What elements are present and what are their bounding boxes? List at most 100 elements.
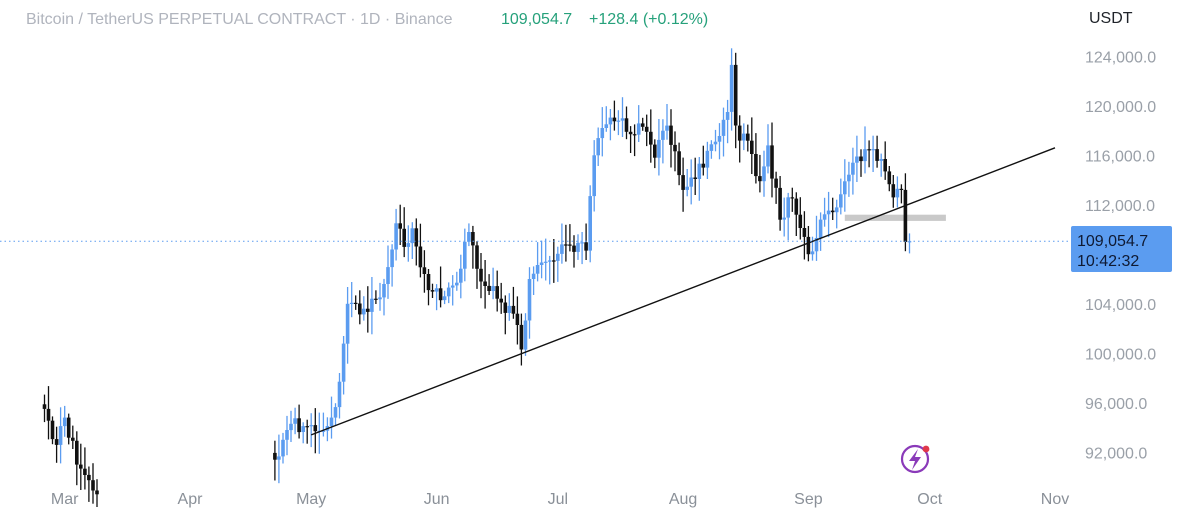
- candle-body: [430, 290, 435, 292]
- candle-body: [887, 171, 892, 185]
- price-change-text: +128.4 (+0.12%): [589, 11, 708, 28]
- candle-body: [778, 187, 782, 220]
- candle-body: [786, 197, 790, 218]
- candle-body: [87, 474, 91, 481]
- candle-body: [406, 243, 411, 247]
- candle-body: [608, 117, 613, 125]
- candle-body: [600, 128, 605, 139]
- candle-body: [564, 244, 568, 246]
- candle-body: [580, 242, 584, 244]
- lightning-icon[interactable]: [900, 444, 930, 474]
- candle-body: [572, 245, 576, 252]
- candle-body: [790, 197, 795, 199]
- candle-body: [729, 64, 734, 112]
- candle-body: [58, 426, 63, 445]
- candle-body: [281, 439, 285, 457]
- trendline[interactable]: [310, 147, 1056, 436]
- candle-body: [822, 214, 827, 220]
- candle-body: [636, 123, 641, 135]
- x-tick-label: Aug: [669, 491, 697, 508]
- candle-body: [653, 144, 657, 158]
- candle-body: [329, 417, 334, 427]
- candle-body: [717, 136, 722, 142]
- candle-body: [883, 159, 887, 172]
- support-zone-rect[interactable]: [844, 214, 946, 221]
- candle-body: [709, 144, 714, 151]
- candle-body: [725, 112, 730, 120]
- candle-body: [95, 490, 99, 495]
- chart-header: Bitcoin / TetherUS PERPETUAL CONTRACT · …: [26, 11, 708, 28]
- candle-body: [410, 228, 415, 244]
- candle-body: [382, 284, 386, 298]
- candle-body: [301, 426, 305, 432]
- candle-body: [697, 163, 702, 179]
- candle-body: [289, 423, 293, 431]
- candle-body: [309, 425, 313, 427]
- y-tick-label: 112,000.0: [1085, 198, 1155, 215]
- symbol-title: Bitcoin / TetherUS PERPETUAL CONTRACT · …: [26, 11, 453, 28]
- candle-body: [394, 223, 398, 250]
- x-tick-label: Apr: [178, 491, 204, 508]
- candle-body: [511, 305, 516, 314]
- candle-body: [362, 308, 366, 315]
- candle-body: [547, 260, 552, 262]
- time-axis[interactable]: Mar Apr May Jun Jul Aug Sep Oct Nov: [51, 491, 1069, 508]
- candle-body: [681, 175, 685, 190]
- candle-body: [467, 232, 471, 242]
- candle-body: [54, 439, 59, 445]
- trendline-layer[interactable]: [310, 147, 1056, 436]
- candle-body: [556, 253, 560, 261]
- candle-body: [487, 285, 491, 291]
- candle-body: [91, 480, 95, 491]
- price-tag-bg: [1071, 226, 1172, 272]
- candle-body: [390, 249, 394, 268]
- candle-body: [834, 207, 839, 213]
- y-tick-label: 100,000.0: [1085, 346, 1156, 363]
- candle-body: [83, 468, 87, 475]
- candle-body: [527, 279, 532, 321]
- candle-body: [689, 177, 693, 187]
- price-axis[interactable]: 124,000.0 120,000.0 116,000.0 112,000.0 104,…: [1085, 49, 1156, 462]
- candle-body: [471, 232, 475, 246]
- candle-body: [345, 303, 350, 344]
- candle-body: [523, 320, 528, 350]
- candle-body: [479, 268, 483, 282]
- candle-body: [358, 303, 362, 315]
- candle-body: [446, 287, 451, 297]
- candle-body: [434, 288, 439, 292]
- candle-body: [552, 260, 556, 262]
- candle-body: [742, 133, 746, 141]
- candle-body: [353, 302, 358, 304]
- candle-body: [374, 298, 378, 300]
- candle-body: [895, 188, 900, 198]
- candle-body: [746, 133, 750, 141]
- candle-body: [584, 242, 588, 251]
- last-price-tag: 109,054.7 10:42:32: [1071, 226, 1172, 272]
- candle-body: [414, 228, 419, 247]
- last-price-text: 109,054.7: [501, 11, 572, 28]
- candle-body: [531, 273, 536, 279]
- candle-body: [875, 149, 879, 161]
- candle-body: [770, 145, 774, 179]
- y-tick-label: 92,000.0: [1085, 445, 1147, 462]
- candle-body: [450, 285, 455, 288]
- candle-body: [640, 123, 645, 127]
- x-tick-label: Jul: [548, 491, 568, 508]
- candle-body: [624, 118, 629, 132]
- candle-body: [782, 217, 786, 220]
- x-tick-label: Oct: [917, 491, 942, 508]
- candle-body: [737, 125, 742, 141]
- candle-body: [766, 145, 770, 167]
- candle-body: [644, 126, 649, 132]
- candle-body: [588, 196, 592, 251]
- candle-body: [802, 228, 807, 237]
- candle-body: [519, 324, 524, 350]
- candle-body: [402, 228, 406, 247]
- candle-body: [398, 223, 402, 229]
- candle-body: [879, 159, 883, 161]
- candle-body: [612, 117, 617, 122]
- candle-body: [806, 236, 811, 255]
- candle-body: [758, 176, 762, 182]
